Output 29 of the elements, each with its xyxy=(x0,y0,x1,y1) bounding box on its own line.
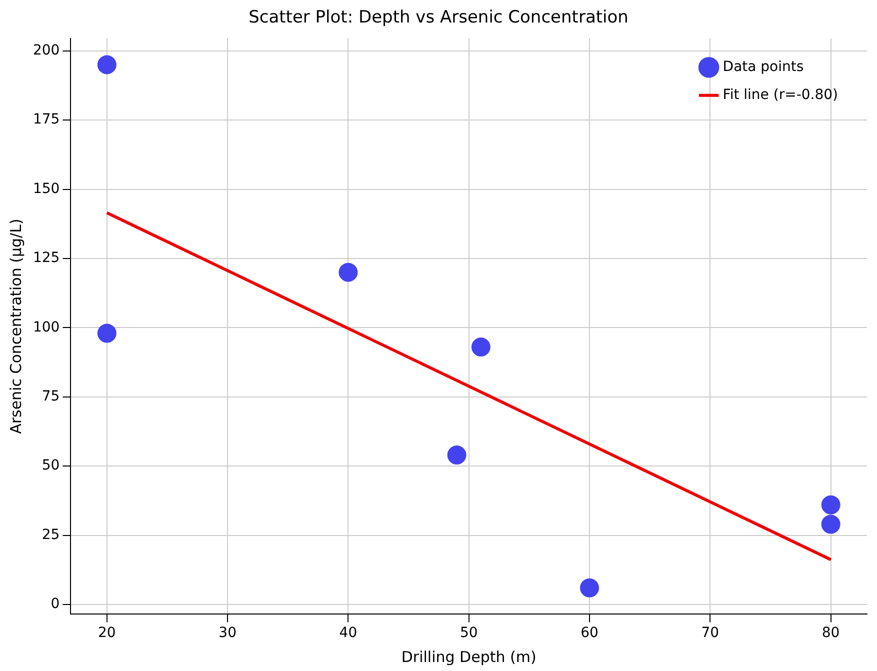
y-tick-label: 25 xyxy=(42,526,60,543)
point xyxy=(338,262,358,282)
legend-label: Fit line (r=-0.80) xyxy=(722,87,838,104)
point xyxy=(821,514,840,534)
point xyxy=(447,446,466,465)
x-tick-label: 60 xyxy=(580,625,598,642)
point xyxy=(471,338,490,357)
point xyxy=(580,578,600,598)
x-tick-label: 20 xyxy=(98,625,116,642)
x-tick-label: 70 xyxy=(701,625,720,642)
point xyxy=(97,55,116,74)
x-tick-label: 80 xyxy=(822,625,840,642)
y-tick-label: 150 xyxy=(32,180,60,197)
x-tick-label: 30 xyxy=(218,625,236,642)
y-tick-label: 75 xyxy=(42,388,60,405)
y-axis-title: Arsenic Concentration (μg/L) xyxy=(6,218,25,434)
x-tick-label: 40 xyxy=(339,625,358,642)
y-tick-label: 50 xyxy=(42,458,60,474)
x-tick-label: 50 xyxy=(460,625,478,642)
y-tick-label: 0 xyxy=(50,596,60,612)
y-tick-label: 100 xyxy=(32,319,60,336)
legend-label: Data points xyxy=(722,59,804,76)
y-tick-label: 125 xyxy=(32,250,60,266)
point xyxy=(821,495,840,514)
point xyxy=(97,324,116,343)
x-axis-title: Drilling Depth (m) xyxy=(401,648,536,666)
chart-title: Scatter Plot: Depth vs Arsenic Concentration xyxy=(248,8,628,28)
y-tick-label: 175 xyxy=(32,112,60,128)
y-tick-label: 200 xyxy=(32,42,60,58)
